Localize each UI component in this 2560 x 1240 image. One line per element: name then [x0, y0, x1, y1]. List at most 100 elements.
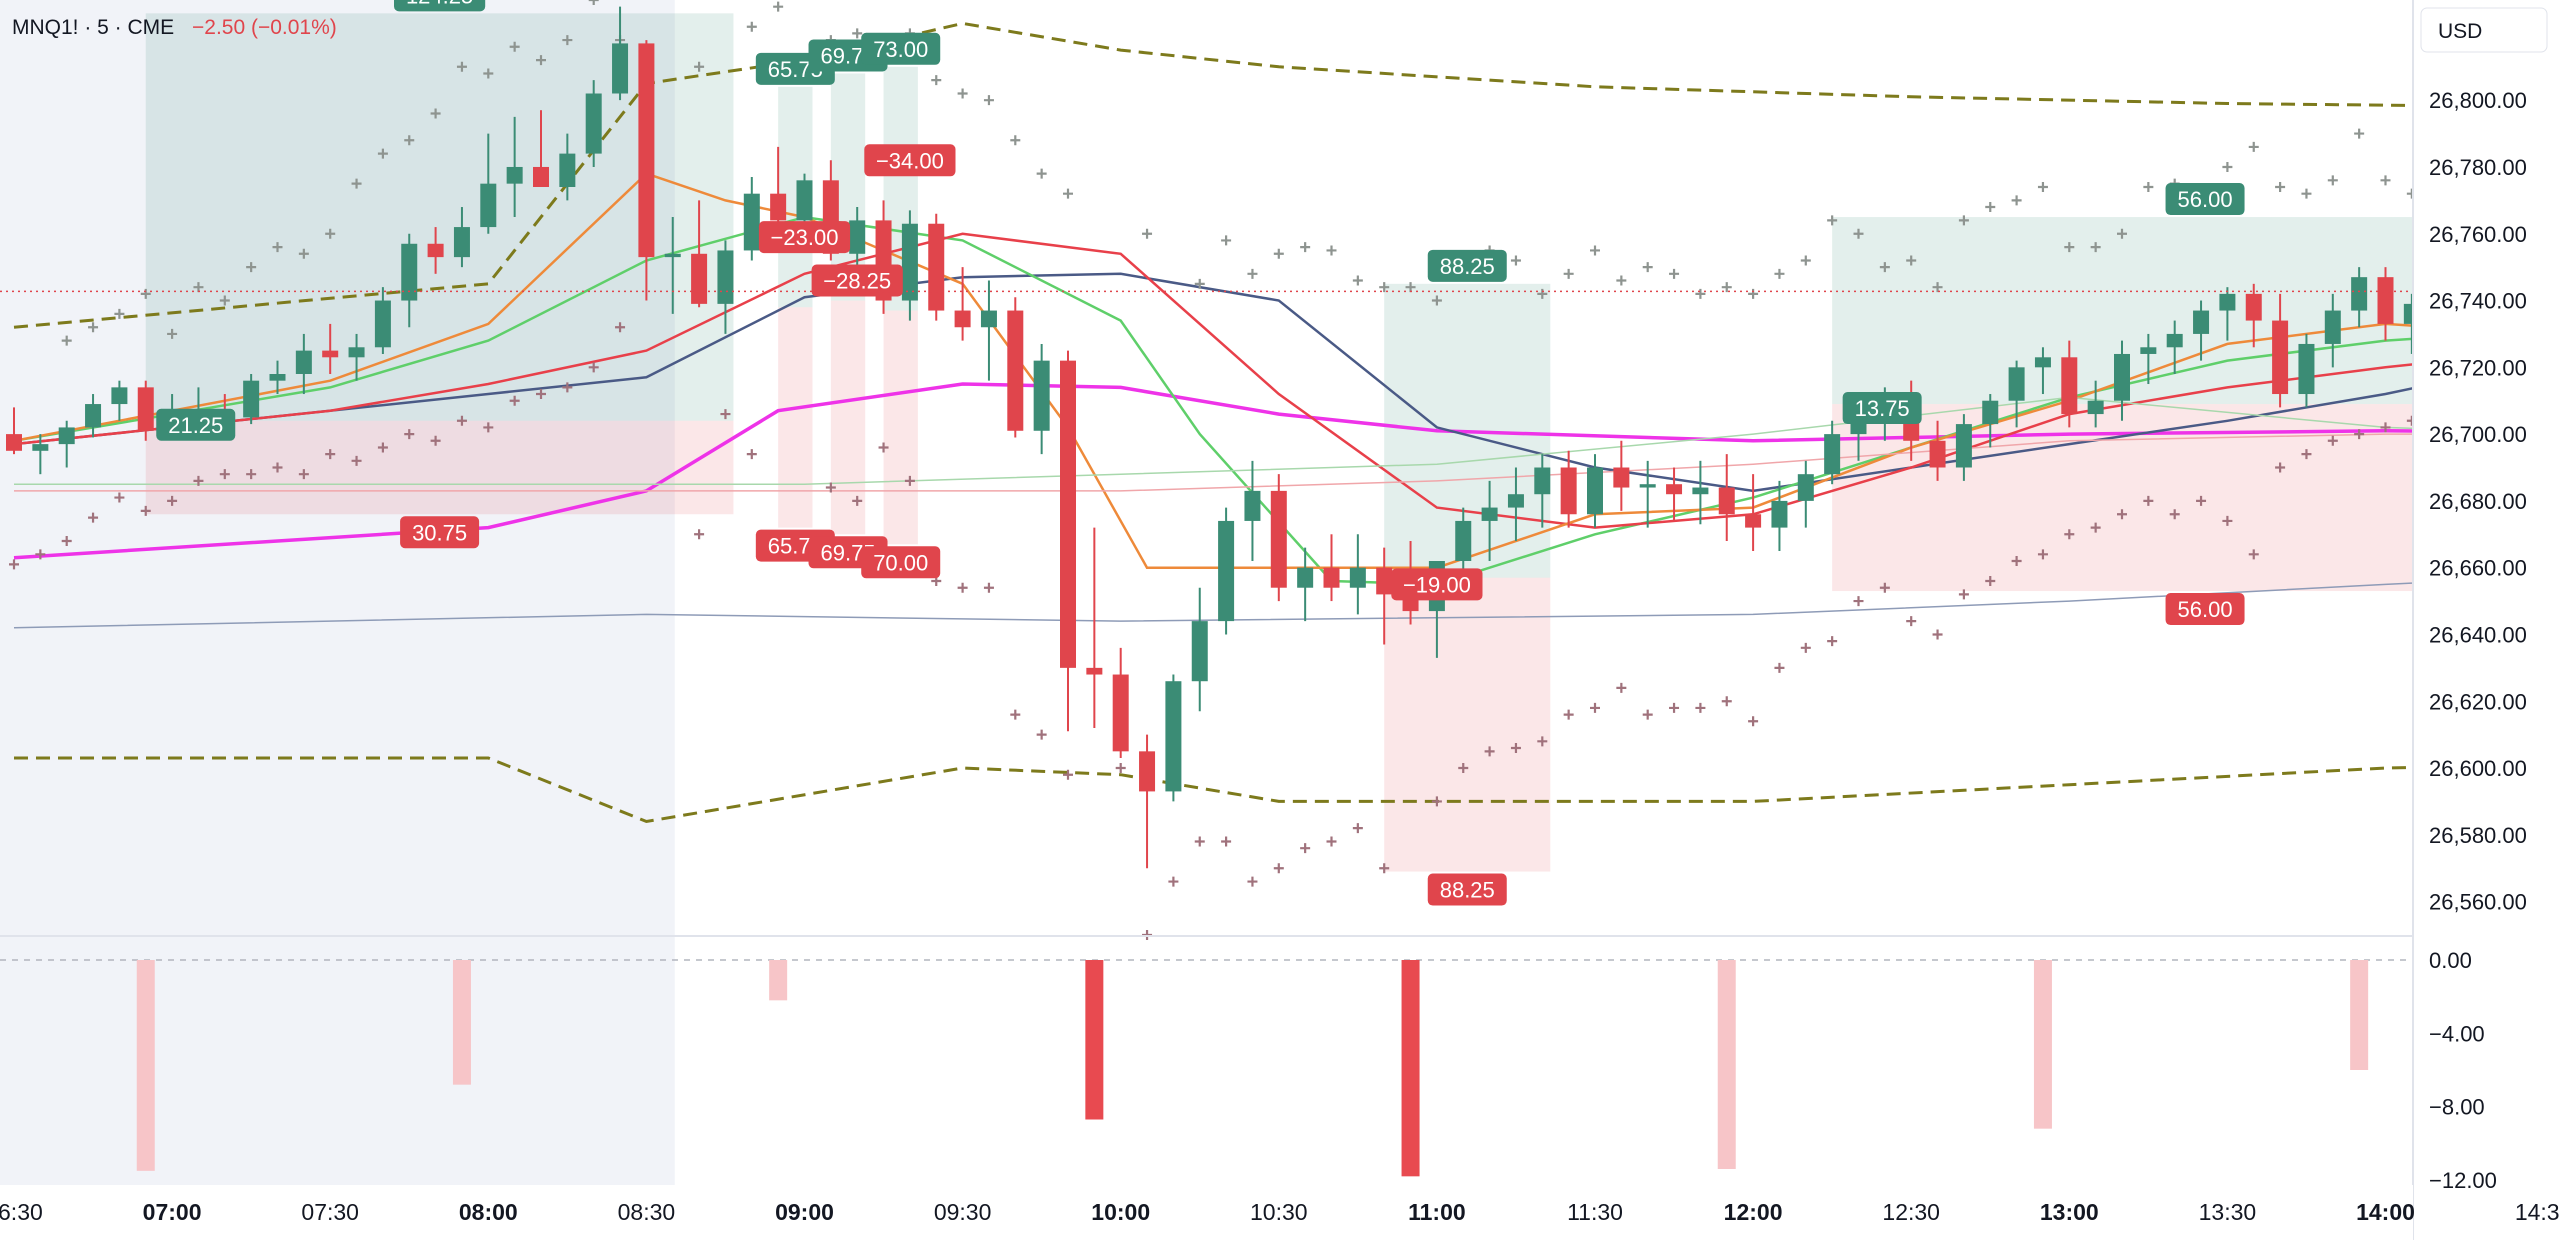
candle [1639, 484, 1656, 488]
signal-cross-marker [1563, 268, 1574, 279]
signal-cross-marker [35, 549, 46, 560]
price-tick-label: 26,600.00 [2429, 756, 2527, 781]
tag-background [1391, 568, 1483, 601]
time-tick-label: 14:30 [2515, 1199, 2560, 1225]
signal-cross-marker [1484, 746, 1495, 757]
tag-background [1427, 249, 1507, 282]
candle [2272, 320, 2289, 395]
indicator-line [14, 756, 2560, 824]
indicator-bar [136, 960, 155, 1171]
signal-cross-marker [1352, 275, 1363, 286]
signal-cross-marker [1616, 275, 1627, 286]
price-tick-label: 26,580.00 [2429, 823, 2527, 848]
signal-cross-marker [1695, 702, 1706, 713]
signal-cross-marker [483, 422, 494, 433]
tag-text: 88.25 [1440, 254, 1495, 279]
signal-cross-marker [430, 108, 441, 119]
candle [2351, 277, 2368, 311]
candle [137, 387, 154, 431]
tag-background [1427, 873, 1507, 906]
candle [691, 253, 708, 304]
candle [585, 93, 602, 154]
signal-cross-marker [694, 61, 705, 72]
signal-cross-marker [9, 559, 19, 570]
signal-cross-marker [1431, 796, 1442, 807]
candle [1692, 487, 1709, 495]
signal-cross-marker [1431, 295, 1442, 306]
signal-cross-marker [1695, 288, 1706, 299]
signal-cross-marker [1063, 188, 1073, 199]
tag-text: 56.00 [2178, 187, 2233, 212]
trade-pnl-label: −28.25 [811, 264, 903, 297]
candle [322, 350, 339, 358]
tag-text: 13.75 [1855, 396, 1910, 421]
candle [533, 166, 549, 187]
candle [2140, 347, 2157, 354]
loss-label: 88.25 [1427, 873, 1507, 906]
tag-text: 124.25 [406, 0, 473, 8]
signal-cross-marker [1932, 629, 1943, 640]
candle [480, 183, 497, 228]
candle [1534, 467, 1551, 495]
tag-text: −28.25 [823, 269, 891, 294]
time-tick-label: 14:00 [2356, 1199, 2415, 1225]
candle [901, 223, 918, 301]
open-profit-label: 21.25 [156, 408, 236, 441]
signal-cross-marker [193, 282, 204, 293]
trade-pnl-label: −23.00 [758, 221, 851, 254]
candle [32, 444, 49, 451]
signal-cross-marker [536, 55, 546, 66]
signal-cross-marker [404, 429, 415, 440]
signal-cross-marker [351, 178, 362, 189]
indicator-bar [769, 960, 788, 1001]
trade-pnl-label: −34.00 [864, 144, 956, 177]
signal-cross-marker [1853, 596, 1864, 607]
time-tick-label: 11:30 [1567, 1199, 1623, 1225]
signal-cross-marker [1800, 255, 1811, 266]
tag-text: 56.00 [2178, 597, 2233, 622]
tag-background [861, 546, 941, 579]
price-tick-label: 26,640.00 [2429, 622, 2527, 647]
signal-cross-marker [1300, 843, 1311, 854]
signal-cross-marker [852, 28, 863, 39]
signal-cross-marker [1352, 823, 1363, 834]
profit-label: 88.25 [1427, 249, 1507, 282]
candle [1139, 751, 1156, 792]
candle [1244, 490, 1261, 521]
candle [770, 193, 787, 221]
signal-cross-marker [140, 505, 151, 516]
candle [2061, 357, 2078, 415]
indicator-tick-label: 0.00 [2429, 948, 2472, 973]
candle [1323, 567, 1340, 588]
candle [111, 387, 128, 405]
signal-cross-marker [1800, 642, 1811, 653]
signal-cross-marker [167, 328, 178, 339]
candle [2034, 357, 2051, 368]
tag-text: 88.25 [1440, 878, 1495, 903]
candle [980, 310, 997, 328]
candle [1771, 500, 1788, 528]
signal-cross-marker [825, 482, 836, 493]
indicator-bar [2033, 960, 2052, 1129]
candle [1718, 487, 1735, 515]
signal-cross-marker [746, 21, 757, 32]
signal-cross-marker [61, 535, 72, 546]
tag-background [758, 221, 851, 254]
signal-cross-marker [1774, 268, 1785, 279]
candle [1455, 520, 1472, 561]
signal-cross-marker [1932, 282, 1943, 293]
loss-label: 70.00 [861, 546, 941, 579]
premarket-shade [0, 0, 675, 1185]
candle [612, 43, 629, 94]
signal-cross-marker [562, 382, 573, 393]
candle [2245, 293, 2262, 321]
currency-button[interactable]: USD [2420, 7, 2548, 53]
signal-cross-marker [2037, 182, 2048, 192]
signal-cross-marker [1300, 242, 1311, 253]
signal-cross-marker [1906, 255, 1917, 266]
signal-cross-marker [1642, 709, 1653, 720]
tag-background [400, 516, 480, 549]
candle [1666, 484, 1683, 495]
signal-cross-marker [61, 335, 72, 346]
